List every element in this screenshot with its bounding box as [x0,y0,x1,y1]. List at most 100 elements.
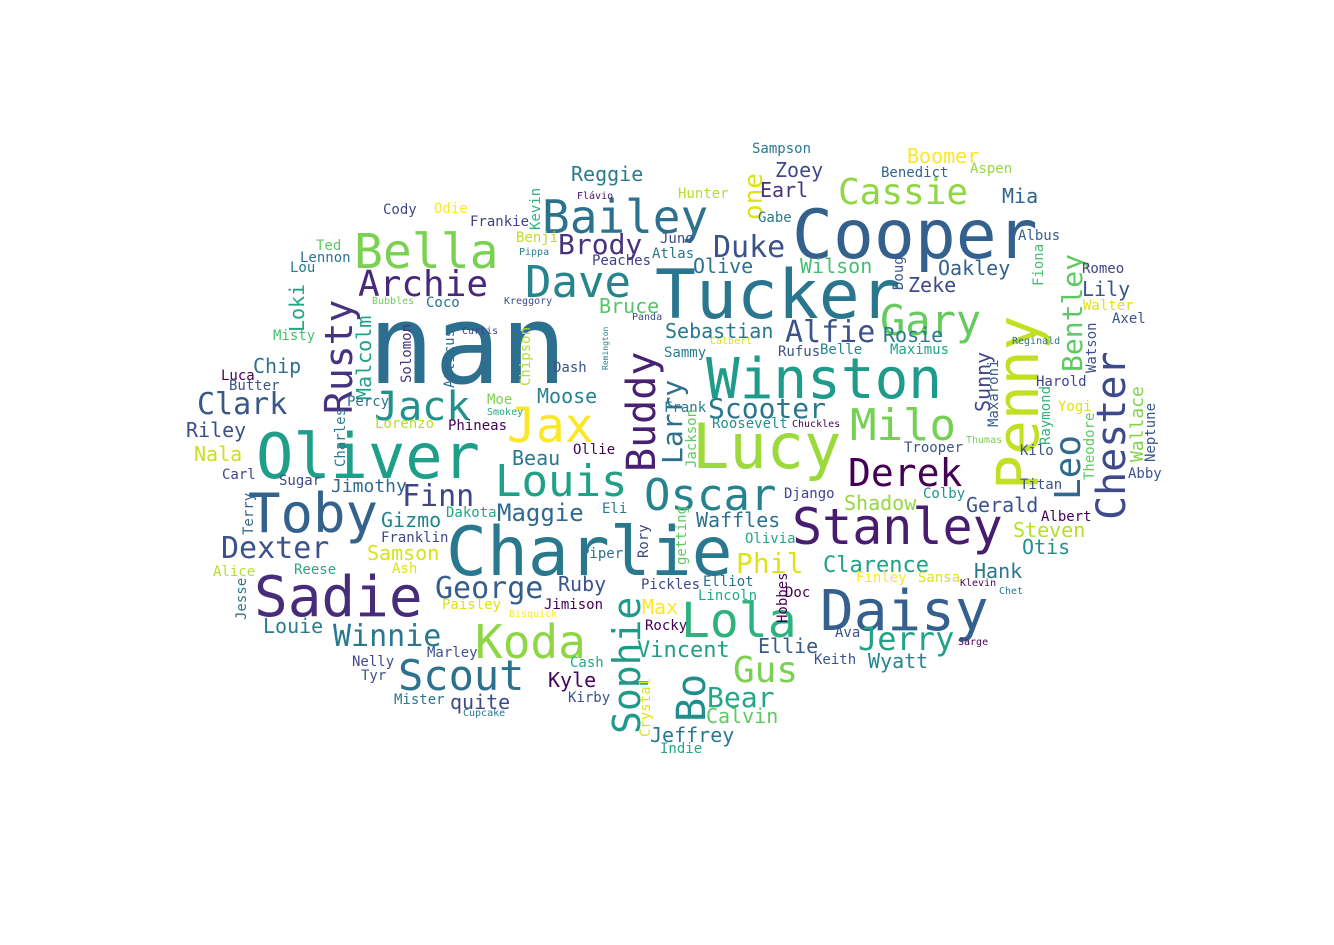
cloud-word: Rusty [317,300,361,414]
cloud-word: Odie [434,201,468,217]
cloud-word: Max [642,595,678,619]
cloud-word: Oscar [644,470,776,521]
cloud-word: Finn [402,479,474,514]
cloud-word: Jackson [684,409,700,468]
cloud-word: getting [674,506,690,565]
cloud-word: Bo [669,674,715,722]
cloud-word: Hank [974,559,1022,583]
cloud-word: Boomer [907,144,979,168]
cloud-word: Flávio [577,190,613,202]
cloud-word: Belle [820,342,862,358]
cloud-word: Sampson [752,141,811,157]
cloud-word: Dakota [446,505,497,521]
cloud-word: Ollie [573,442,615,458]
cloud-word: Nelly [352,654,394,670]
cloud-word: quite [450,690,510,714]
cloud-word: Larry [656,380,689,464]
cloud-word: Aspen [970,161,1012,177]
cloud-word: Terry [241,493,257,535]
cloud-word: Beau [512,446,560,470]
cloud-word: Remington [601,326,610,370]
cloud-word: Lily [1082,277,1130,301]
cloud-word: Carl [222,467,256,483]
cloud-word: Otis [1022,535,1070,559]
cloud-word: Penny [984,315,1052,490]
cloud-word: Ted [316,238,341,254]
cloud-word: Coco [426,295,460,311]
cloud-word: Doc [785,585,810,601]
cloud-word: Milo [850,400,956,451]
cloud-word: Chet [999,586,1023,597]
cloud-word: Olivia [745,531,796,547]
cloud-word: Lincoln [698,588,757,604]
cloud-word: Cassie [838,172,968,213]
cloud-word: Ruby [558,572,606,596]
cloud-word: Zeke [908,273,956,297]
cloud-word: Kilo [1020,443,1054,459]
cloud-word: Raymond [1038,386,1054,445]
cloud-word: Rufus [778,344,820,360]
cloud-word: Axel [1112,311,1146,327]
cloud-word: Misty [273,328,315,344]
cloud-word: Phil [736,547,803,580]
cloud-word: Bailey [542,190,708,244]
cloud-word: Panda [632,312,662,323]
cloud-word: Clark [197,387,287,422]
cloud-word: Atticus [442,329,458,388]
cloud-word: Solomon [399,324,415,383]
cloud-word: Trooper [904,440,963,456]
cloud-word: Gary [880,296,981,345]
cloud-word: Alice [213,564,255,580]
cloud-word: Samson [367,541,439,565]
cloud-word: Wyatt [868,649,928,673]
cloud-word: Harold [1036,374,1087,390]
cloud-word: Jeffrey [650,723,734,747]
cloud-word: Atlas [652,246,694,262]
cloud-word: George [435,571,543,606]
cloud-word: nan [368,281,567,409]
cloud-word: Yogi [1058,399,1092,415]
cloud-word: Derek [848,451,963,495]
cloud-word: Lou [290,260,315,276]
cloud-word: Charlie [446,513,733,592]
cloud-word: Bruce [599,294,659,318]
cloud-word: Cupcake [463,708,505,719]
cloud-word: Tyr [361,668,386,684]
cloud-word: Oliver [256,420,480,493]
cloud-word: Buddy [619,352,665,472]
cloud-word: Mister [394,692,445,708]
cloud-word: Malcolm [352,316,376,400]
cloud-word: Roosevelt [712,416,788,432]
cloud-word: Reggie [571,162,643,186]
cloud-word: Gus [733,650,798,691]
cloud-word: Ash [392,561,417,577]
cloud-word: Pippa [519,247,549,258]
cloud-word: Albert [1041,509,1092,525]
cloud-word: Jack [374,384,470,430]
cloud-word: Juno [660,231,694,247]
cloud-word: Rory [636,524,652,558]
cloud-word: Cody [383,202,417,218]
cloud-word: Stanley [792,498,1003,556]
cloud-word: Butter [229,378,280,394]
cloud-word: Finley [856,570,907,586]
cloud-word: Klevin [960,578,996,589]
cloud-word: Tucker [655,256,901,335]
cloud-word: Phineas [448,418,507,434]
cloud-word: Gerald [966,493,1038,517]
cloud-word: Colby [923,486,965,502]
cloud-word: Koda [475,615,586,669]
cloud-word: Cooper [792,196,1038,275]
cloud-word: Oakley [938,256,1010,280]
cloud-word: Moe [487,392,512,408]
cloud-word: Sarge [958,637,988,648]
cloud-word: Reginald [1012,336,1060,347]
cloud-word: Steven [1013,518,1085,542]
cloud-word: Bisquick [509,609,557,620]
cloud-word: Benji [516,230,558,246]
cloud-word: Nala [194,442,242,466]
cloud-word: Hobbes [775,572,791,623]
cloud-word: Reese [294,562,336,578]
cloud-word: Sunny [971,352,995,412]
